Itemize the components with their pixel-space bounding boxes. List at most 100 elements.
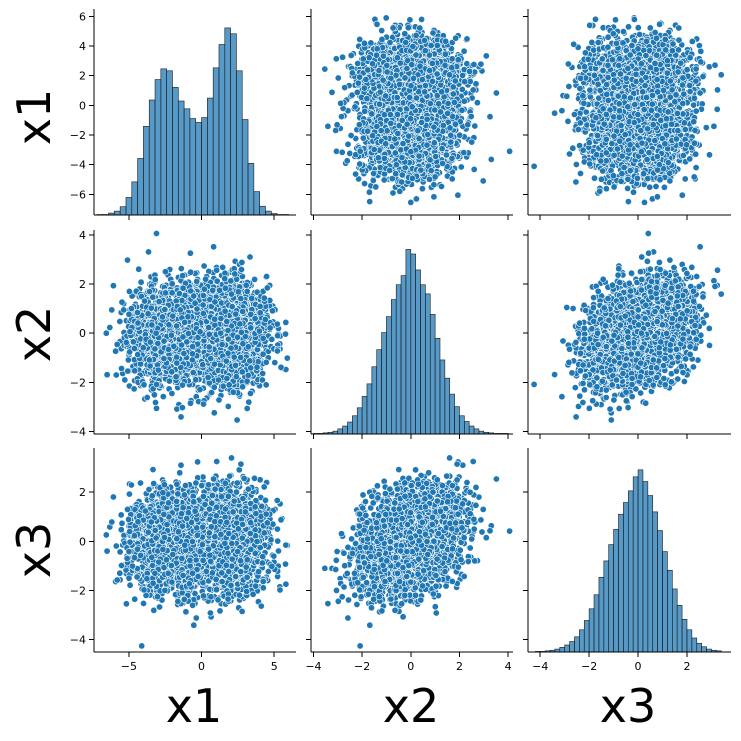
histogram-bar [161, 69, 167, 215]
scatter-point [394, 94, 400, 100]
scatter-point [449, 56, 455, 62]
scatter-point [394, 111, 400, 117]
scatter-point [384, 69, 390, 75]
scatter-point [422, 48, 428, 54]
scatter-point [355, 80, 361, 86]
scatter-point [339, 149, 345, 155]
scatter-point [361, 180, 367, 186]
y-tick-label: −6 [70, 188, 86, 201]
scatter-point [418, 119, 424, 125]
scatter-point [384, 62, 390, 68]
scatter-point [465, 122, 471, 128]
scatter-point [434, 71, 440, 77]
scatter-point [402, 75, 408, 81]
scatter-point [394, 55, 400, 61]
scatter-point [365, 67, 371, 73]
histogram-bar [196, 122, 202, 215]
scatter-point [357, 161, 363, 167]
scatter-point [466, 68, 472, 74]
histogram-bar [254, 192, 260, 215]
scatter-point [376, 101, 382, 107]
scatter-point [438, 183, 444, 189]
scatter-point [362, 108, 368, 114]
histogram-bar [236, 71, 242, 215]
histogram-bar [225, 28, 231, 215]
scatter-point [473, 81, 479, 87]
scatter-point [442, 51, 448, 57]
scatter-point [393, 162, 399, 168]
scatter-point [339, 54, 345, 60]
scatter-point [322, 66, 328, 72]
scatter-point [408, 83, 414, 89]
scatter-point [453, 35, 459, 41]
y-tick-label: −2 [70, 129, 86, 142]
scatter-point [364, 128, 370, 134]
scatter-point [431, 182, 437, 188]
scatter-point [373, 184, 379, 190]
scatter-point [325, 123, 331, 129]
scatter-point [431, 140, 437, 146]
scatter-point [480, 178, 486, 184]
scatter-panel-x3-vs-x1 [523, 9, 731, 220]
scatter-point [366, 189, 372, 195]
scatter-point [374, 21, 380, 27]
scatter-point [422, 82, 428, 88]
histogram-bar [114, 211, 120, 215]
scatter-point [487, 114, 493, 120]
scatter-point [478, 61, 484, 67]
scatter-point [361, 85, 367, 91]
scatter-point [333, 148, 339, 154]
scatter-point [390, 25, 396, 31]
histogram-bar [190, 119, 196, 215]
y-tick-label: −4 [70, 159, 86, 172]
scatter-point [425, 131, 431, 137]
scatter-point [407, 94, 413, 100]
scatter-point [379, 36, 385, 42]
scatter-point [399, 117, 405, 123]
histogram-bar [184, 109, 190, 215]
y-tick-label: 0 [79, 99, 86, 112]
scatter-point [349, 70, 355, 76]
scatter-point [413, 95, 419, 101]
scatter-point [483, 53, 489, 59]
scatter-point [397, 188, 403, 194]
scatter-point [442, 62, 448, 68]
histogram-bar [202, 118, 208, 215]
histogram-bar [155, 80, 161, 215]
scatter-point [383, 141, 389, 147]
scatter-point [356, 122, 362, 128]
scatter-point [396, 81, 402, 87]
scatter-point [488, 156, 494, 162]
scatter-point [380, 77, 386, 83]
scatter-point [409, 104, 415, 110]
histogram-bar [149, 100, 155, 215]
scatter-point [445, 100, 451, 106]
scatter-point [417, 63, 423, 69]
scatter-point [417, 25, 423, 31]
histogram-bar [242, 120, 248, 215]
scatter-point [424, 142, 430, 148]
scatter-point [464, 36, 470, 42]
scatter-point [427, 100, 433, 106]
scatter-point [374, 46, 380, 52]
scatter-point [714, 106, 720, 112]
scatter-point [468, 113, 474, 119]
scatter-point [383, 15, 389, 21]
scatter-point [429, 78, 435, 84]
histogram-bar [231, 34, 237, 215]
scatter-point [431, 194, 437, 200]
scatter-point [399, 172, 405, 178]
scatter-point [448, 132, 454, 138]
scatter-point [383, 93, 389, 99]
scatter-point [402, 31, 408, 37]
scatter-point [470, 87, 476, 93]
scatter-point [443, 152, 449, 158]
scatter-point [376, 67, 382, 73]
scatter-point [357, 36, 363, 42]
scatter-point [410, 43, 416, 49]
scatter-point [418, 16, 424, 22]
y-tick-label: 6 [79, 10, 86, 23]
scatter-point [439, 145, 445, 151]
